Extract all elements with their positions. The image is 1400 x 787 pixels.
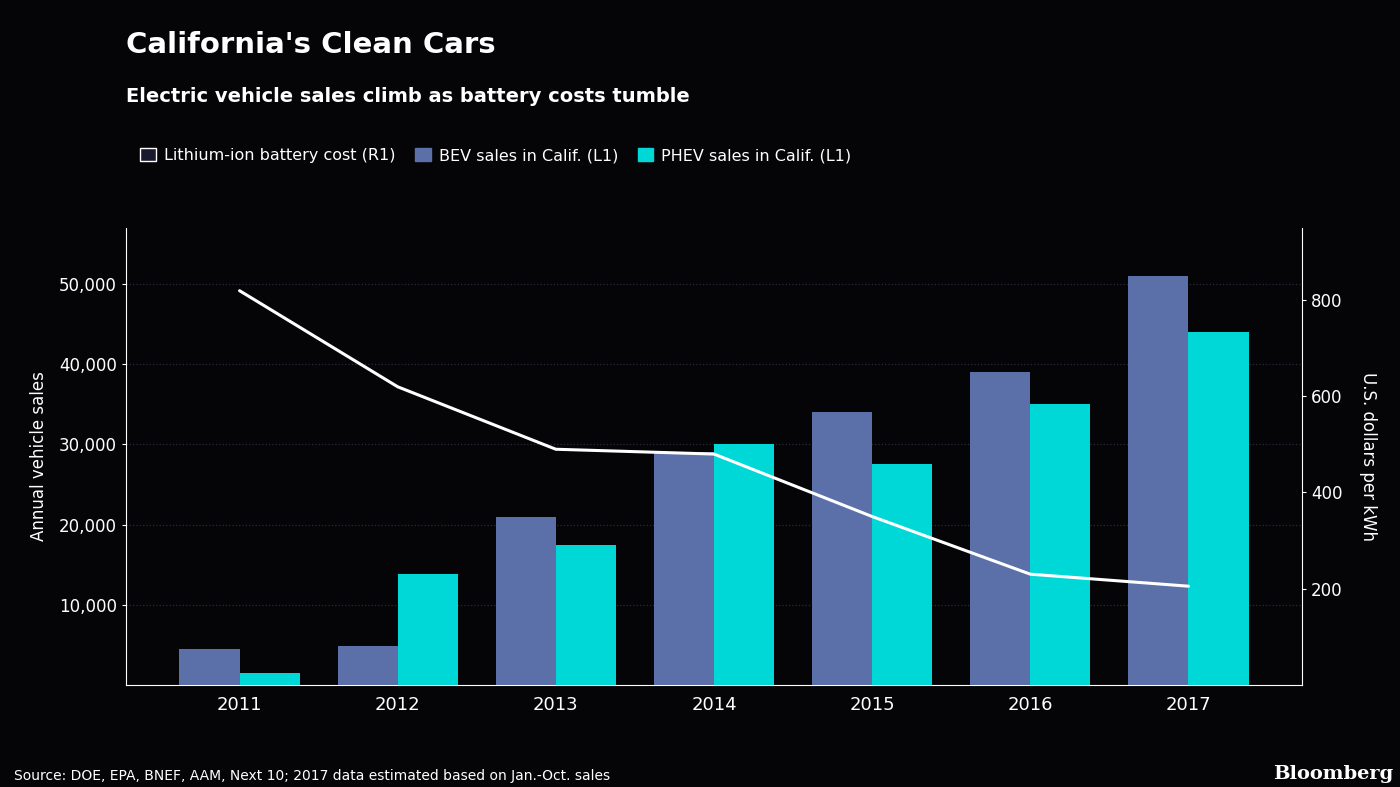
Text: California's Clean Cars: California's Clean Cars: [126, 31, 496, 60]
Bar: [872, 464, 932, 685]
Bar: [654, 453, 714, 685]
Text: Source: DOE, EPA, BNEF, AAM, Next 10; 2017 data estimated based on Jan.-Oct. sal: Source: DOE, EPA, BNEF, AAM, Next 10; 20…: [14, 769, 610, 783]
Bar: [970, 372, 1030, 685]
Bar: [496, 516, 556, 685]
Bar: [337, 646, 398, 685]
Legend: Lithium-ion battery cost (R1), BEV sales in Calif. (L1), PHEV sales in Calif. (L: Lithium-ion battery cost (R1), BEV sales…: [134, 142, 858, 170]
Bar: [398, 575, 458, 685]
Bar: [239, 673, 300, 685]
Y-axis label: U.S. dollars per kWh: U.S. dollars per kWh: [1359, 372, 1378, 541]
Bar: [812, 412, 872, 685]
Bar: [556, 545, 616, 685]
Bar: [1030, 405, 1091, 685]
Bar: [714, 445, 774, 685]
Text: Bloomberg: Bloomberg: [1273, 765, 1393, 783]
Bar: [1189, 332, 1249, 685]
Y-axis label: Annual vehicle sales: Annual vehicle sales: [29, 371, 48, 541]
Bar: [179, 648, 239, 685]
Bar: [1128, 276, 1189, 685]
Text: Electric vehicle sales climb as battery costs tumble: Electric vehicle sales climb as battery …: [126, 87, 690, 105]
